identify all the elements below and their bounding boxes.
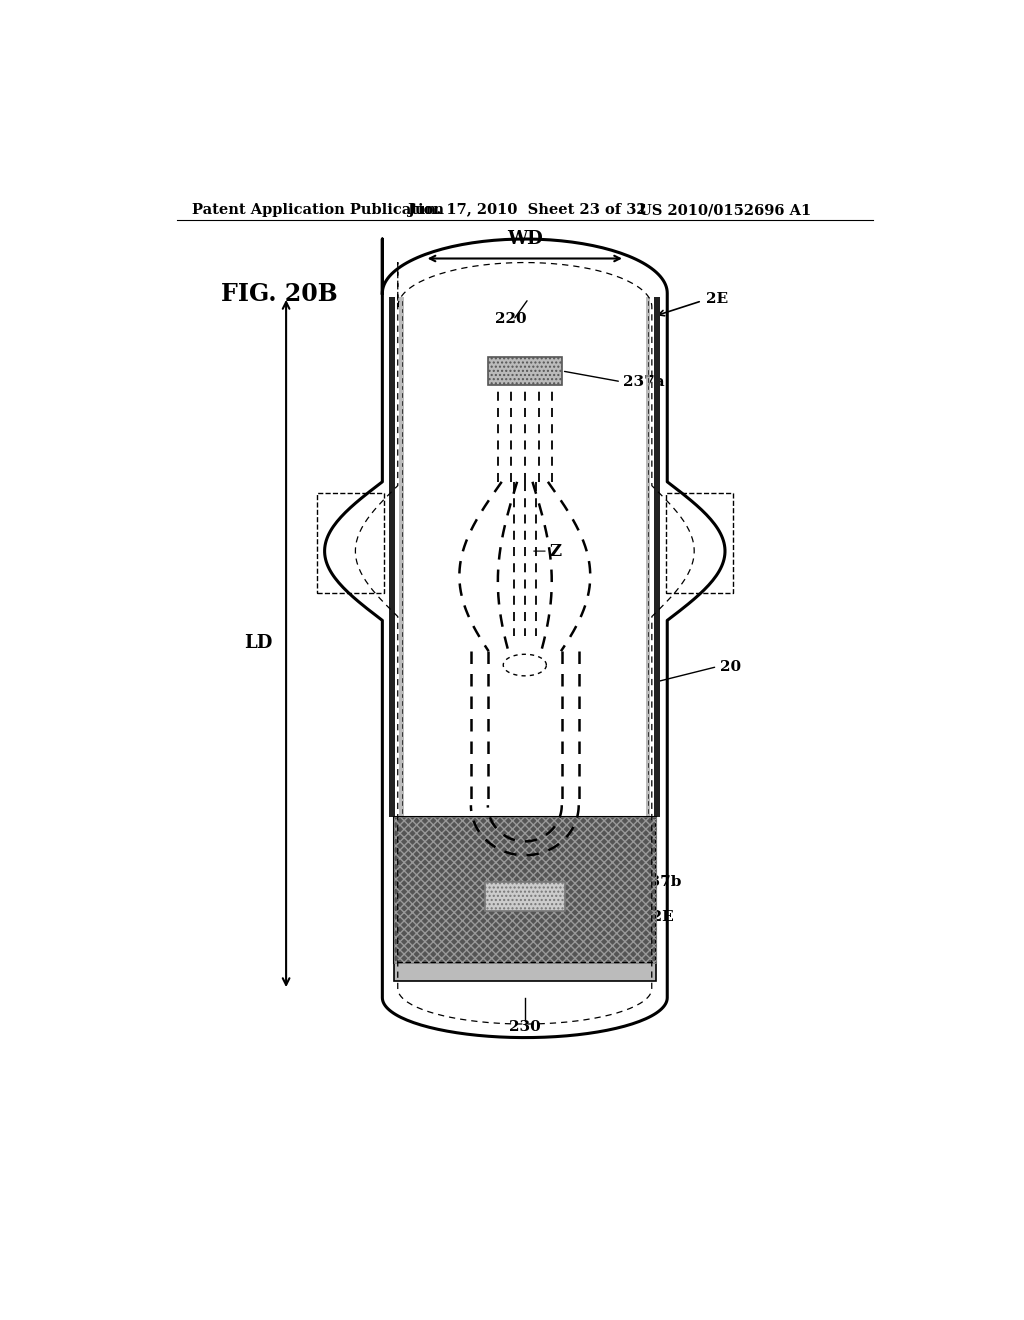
Text: 230: 230 [509,1020,541,1034]
Text: 220: 220 [496,312,526,326]
Text: Jun. 17, 2010  Sheet 23 of 32: Jun. 17, 2010 Sheet 23 of 32 [408,203,646,216]
Bar [666,494,733,594]
Bar [394,817,655,964]
Text: Z: Z [550,543,561,560]
Text: 237a: 237a [624,375,665,388]
Text: WD: WD [507,230,543,248]
Text: 82E: 82E [641,909,674,924]
Text: US 2010/0152696 A1: US 2010/0152696 A1 [639,203,811,216]
Bar [394,817,655,964]
Bar [316,494,384,594]
Bar [394,964,655,981]
Bar [646,297,650,817]
Text: Patent Application Publication: Patent Application Publication [193,203,444,216]
Text: 237b: 237b [639,875,681,890]
Text: LD: LD [244,635,272,652]
Text: 20: 20 [720,660,740,673]
Bar [654,297,660,817]
Text: 2E: 2E [706,292,728,306]
Bar [487,358,562,385]
Bar [399,297,403,817]
Polygon shape [325,239,725,1038]
Bar [484,882,565,911]
Bar [389,297,395,817]
Text: FIG. 20B: FIG. 20B [221,281,338,306]
